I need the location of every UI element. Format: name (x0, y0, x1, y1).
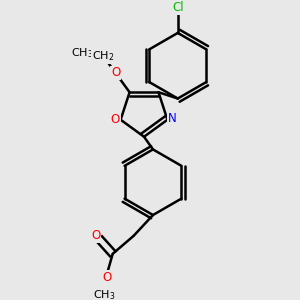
Text: Cl: Cl (172, 1, 184, 14)
Text: CH$_3$: CH$_3$ (92, 289, 115, 300)
Text: O: O (102, 271, 111, 284)
Text: CH$_3$: CH$_3$ (71, 46, 94, 60)
Text: O: O (111, 67, 120, 80)
Text: O: O (91, 230, 100, 242)
Text: N: N (168, 112, 177, 125)
Text: CH$_2$: CH$_2$ (92, 49, 115, 63)
Text: O: O (111, 113, 120, 126)
